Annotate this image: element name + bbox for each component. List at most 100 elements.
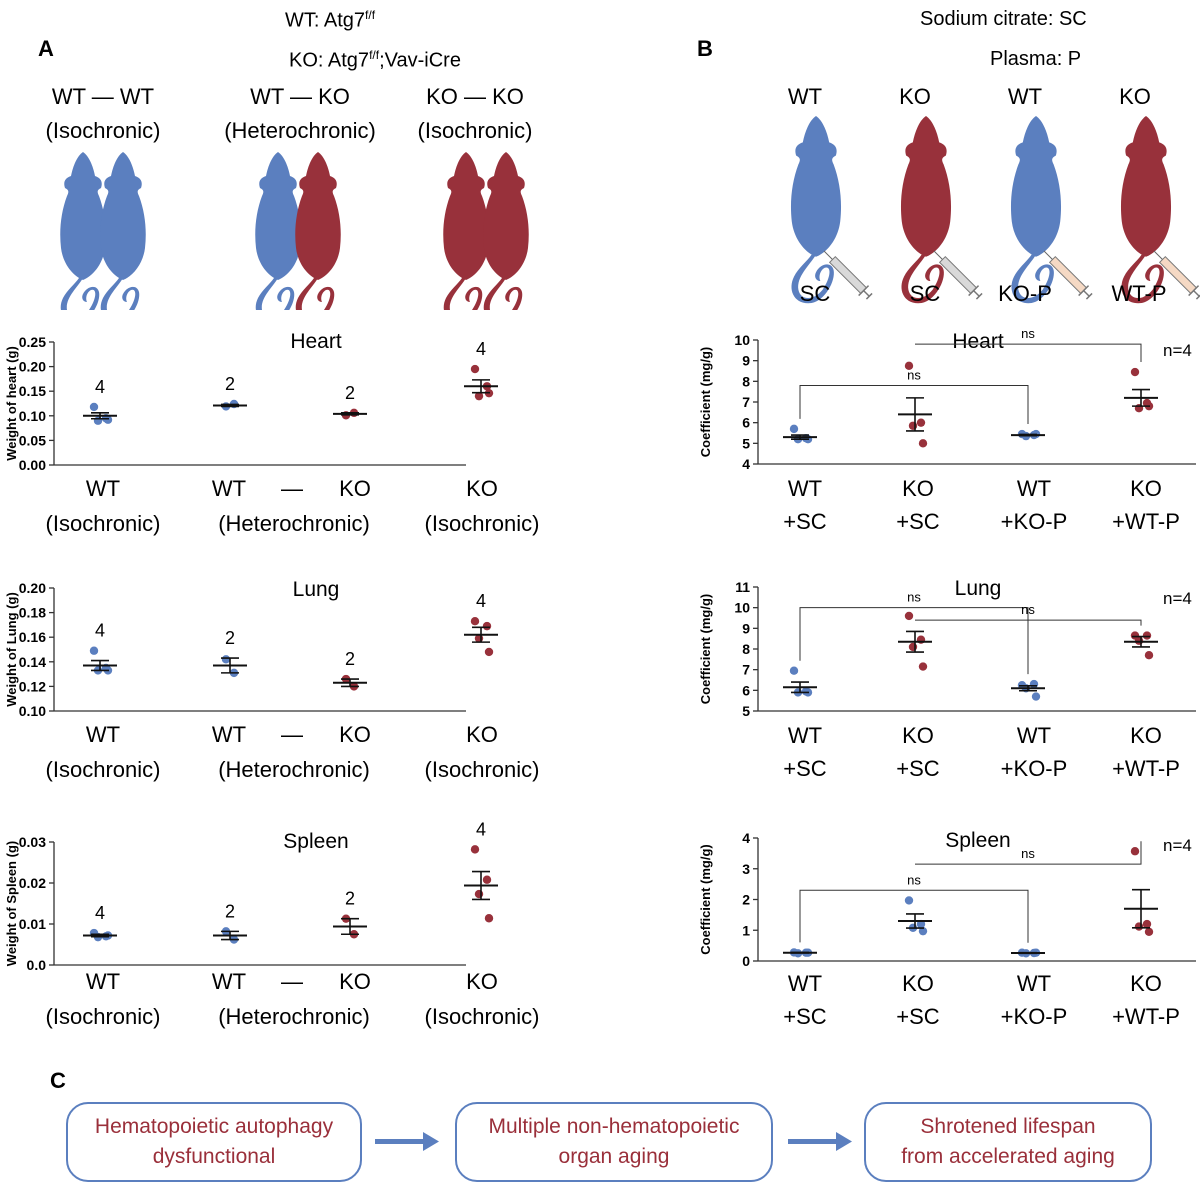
injection-label-1: SC xyxy=(799,281,831,306)
mouse-body xyxy=(790,116,842,257)
mouse-body xyxy=(255,152,301,280)
n-label: 4 xyxy=(95,377,105,397)
syringe-plunger xyxy=(1083,290,1090,297)
y-tick-label: 0.25 xyxy=(19,334,46,350)
y-tick-label: 4 xyxy=(742,456,750,472)
flow-box-autophagy: Hematopoietic autophagy dysfunctional xyxy=(66,1102,362,1182)
y-tick-label: 0.20 xyxy=(19,359,46,375)
mouse-tail xyxy=(255,278,295,310)
data-group xyxy=(1011,429,1045,441)
data-group: 2 xyxy=(213,374,247,411)
legend-wt-genotype: WT: Atg7f/f xyxy=(285,8,375,33)
syringe-icon xyxy=(933,250,983,300)
data-group xyxy=(1124,847,1158,936)
chart-title: Lung xyxy=(955,577,1002,600)
bracket-label: ns xyxy=(1021,846,1035,861)
x-label-line1: — xyxy=(281,476,303,501)
data-group: 2 xyxy=(333,649,367,691)
data-point xyxy=(221,655,231,664)
x-label-line1: KO xyxy=(466,722,498,747)
x-label-line1: KO xyxy=(466,476,498,501)
y-tick-label: 1 xyxy=(742,922,750,938)
y-tick-label: 6 xyxy=(742,682,750,698)
panel-c-letter: C xyxy=(50,1068,66,1093)
mouse-right-icon xyxy=(100,152,146,310)
x-label-line2: (Heterochronic) xyxy=(218,757,370,782)
flow-box-line2: from accelerated aging xyxy=(901,1145,1115,1168)
mouse-label-2: KO xyxy=(899,84,931,109)
y-tick-label: 0.18 xyxy=(19,605,46,621)
data-group: 4 xyxy=(464,339,498,401)
x-label-line1: WT xyxy=(86,476,120,501)
x-label-line2: +SC xyxy=(783,756,827,781)
data-point xyxy=(482,621,492,631)
n-label: 2 xyxy=(345,649,355,669)
x-label-line1: WT xyxy=(86,722,120,747)
data-point xyxy=(89,646,99,655)
mouse-icon xyxy=(790,116,842,304)
data-group: 4 xyxy=(83,903,117,942)
syringe-thumb xyxy=(1085,292,1093,300)
syringe-icon xyxy=(1043,250,1093,300)
syringe-needle xyxy=(823,250,833,260)
legend-wt-text: WT: Atg7 xyxy=(285,9,366,32)
pair-subtitle: (Heterochronic) xyxy=(224,118,376,143)
panel-a-letter: A xyxy=(38,36,54,61)
mouse-tail xyxy=(791,254,834,304)
legend-ko-genotype: KO: Atg7f/f;Vav-iCre xyxy=(289,48,461,73)
pair-title: WT — KO xyxy=(250,84,350,109)
x-label-line2: +KO-P xyxy=(1001,1004,1068,1029)
pair-subtitle: (Isochronic) xyxy=(45,118,161,143)
y-tick-label: 9 xyxy=(742,620,750,636)
y-tick-label: 10 xyxy=(734,600,750,616)
n-label: 4 xyxy=(476,819,486,839)
flow-box-line1: Shrotened lifespan xyxy=(920,1115,1096,1138)
y-axis-label: Coefficient (mg/g) xyxy=(698,347,713,458)
bracket-label: ns xyxy=(1021,602,1035,617)
mouse-body xyxy=(1010,116,1062,257)
data-point xyxy=(789,666,799,675)
syringe-plunger xyxy=(863,290,870,297)
mouse-icon xyxy=(1120,116,1172,304)
data-group: 2 xyxy=(333,889,367,939)
n-label: 2 xyxy=(225,374,235,394)
data-group: 2 xyxy=(213,901,247,944)
data-point xyxy=(918,662,928,671)
syringe-needle xyxy=(933,250,943,260)
x-label-line1: KO xyxy=(339,476,371,501)
x-label-line1: KO xyxy=(902,476,934,501)
data-point xyxy=(918,439,928,448)
x-label-line2: (Heterochronic) xyxy=(218,1004,370,1029)
syringe-icon xyxy=(823,250,873,300)
injection-label-3: KO-P xyxy=(998,281,1052,306)
y-tick-label: 0.00 xyxy=(19,457,46,473)
syringe-needle xyxy=(1153,250,1163,260)
n-label: 2 xyxy=(225,901,235,921)
significance-bracket: ns xyxy=(799,590,1029,675)
y-tick-label: 0.02 xyxy=(19,875,46,891)
data-point xyxy=(789,424,799,434)
data-point xyxy=(89,402,99,412)
n-label: 2 xyxy=(345,889,355,909)
data-group: 4 xyxy=(464,819,498,923)
bracket-line xyxy=(915,343,1142,363)
x-label-line2: (Heterochronic) xyxy=(218,511,370,536)
x-label-line2: (Isochronic) xyxy=(425,511,540,536)
y-tick-label: 0.12 xyxy=(19,678,46,694)
n-label: 2 xyxy=(225,628,235,648)
data-point xyxy=(1134,636,1144,645)
chart-b-lung: 5 6 7 8 9 10 11 Coefficient (mg/g) Lung n=4 ns ns WT… xyxy=(698,577,1196,781)
data-point xyxy=(474,391,484,401)
n-label: 4 xyxy=(476,339,486,359)
legend-ko-sup: f/f xyxy=(369,48,380,62)
flow-box-line2: dysfunctional xyxy=(152,1145,276,1168)
pair-label-wt-wt: WT — WT (Isochronic) xyxy=(28,80,178,148)
data-point xyxy=(904,361,914,371)
y-tick-label: 6 xyxy=(742,415,750,431)
chart-title: Spleen xyxy=(283,830,348,853)
parabiosis-mice-illustration xyxy=(60,152,529,310)
syringe-needle xyxy=(1043,250,1053,260)
x-label-line1: KO xyxy=(1130,723,1162,748)
mouse-label-3: WT xyxy=(1007,84,1043,109)
